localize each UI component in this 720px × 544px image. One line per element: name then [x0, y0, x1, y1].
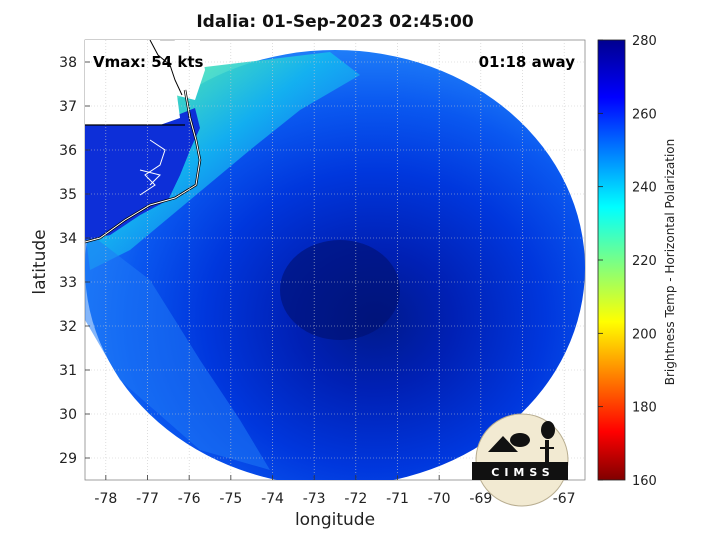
- y-tick-label: 33: [59, 275, 77, 291]
- y-axis-ticks: 29 30 31 32 33 34 35 36 37 38: [59, 55, 90, 467]
- y-tick-label: 37: [59, 99, 77, 115]
- colorbar-tick-label: 240: [632, 181, 657, 196]
- x-axis-label: longitude: [294, 510, 376, 530]
- colorbar-label: Brightness Temp - Horizontal Polarizatio…: [663, 138, 677, 386]
- y-tick-label: 36: [59, 143, 77, 159]
- x-tick-label: -78: [94, 491, 117, 507]
- y-tick-label: 32: [59, 319, 77, 335]
- y-axis-label: latitude: [30, 229, 50, 295]
- x-tick-label: -77: [136, 491, 159, 507]
- brightness-temperature-swath: [85, 40, 585, 480]
- x-tick-label: -71: [386, 491, 409, 507]
- cimss-logo-text: CIMSS: [491, 466, 555, 479]
- y-tick-label: 30: [59, 407, 77, 423]
- colorbar-tick-label: 200: [632, 327, 657, 342]
- chart-title: Idalia: 01-Sep-2023 02:45:00: [196, 12, 474, 32]
- x-tick-label: -67: [553, 491, 576, 507]
- colorbar-tick-label: 280: [632, 34, 657, 49]
- colorbar-tick-label: 160: [632, 474, 657, 489]
- x-tick-label: -73: [303, 491, 326, 507]
- vmax-annotation: Vmax: 54 kts: [93, 53, 204, 71]
- colorbar-tick-label: 220: [632, 254, 657, 269]
- x-tick-label: -76: [178, 491, 201, 507]
- y-tick-label: 38: [59, 55, 77, 71]
- cimss-logo: [472, 413, 569, 507]
- x-tick-label: -70: [428, 491, 451, 507]
- grid-lines: [85, 40, 585, 480]
- x-tick-label: -75: [219, 491, 242, 507]
- x-tick-label: -72: [344, 491, 367, 507]
- x-tick-label: -69: [469, 491, 492, 507]
- y-tick-label: 29: [59, 451, 77, 467]
- colorbar-ticks: 160 180 200 220 240 260 280: [598, 34, 657, 489]
- colorbar-tick-label: 180: [632, 401, 657, 416]
- x-tick-label: -74: [261, 491, 284, 507]
- y-tick-label: 34: [59, 231, 77, 247]
- y-tick-label: 35: [59, 187, 77, 203]
- time-away-annotation: 01:18 away: [478, 53, 575, 71]
- colorbar-tick-label: 260: [632, 107, 657, 122]
- y-tick-label: 31: [59, 363, 77, 379]
